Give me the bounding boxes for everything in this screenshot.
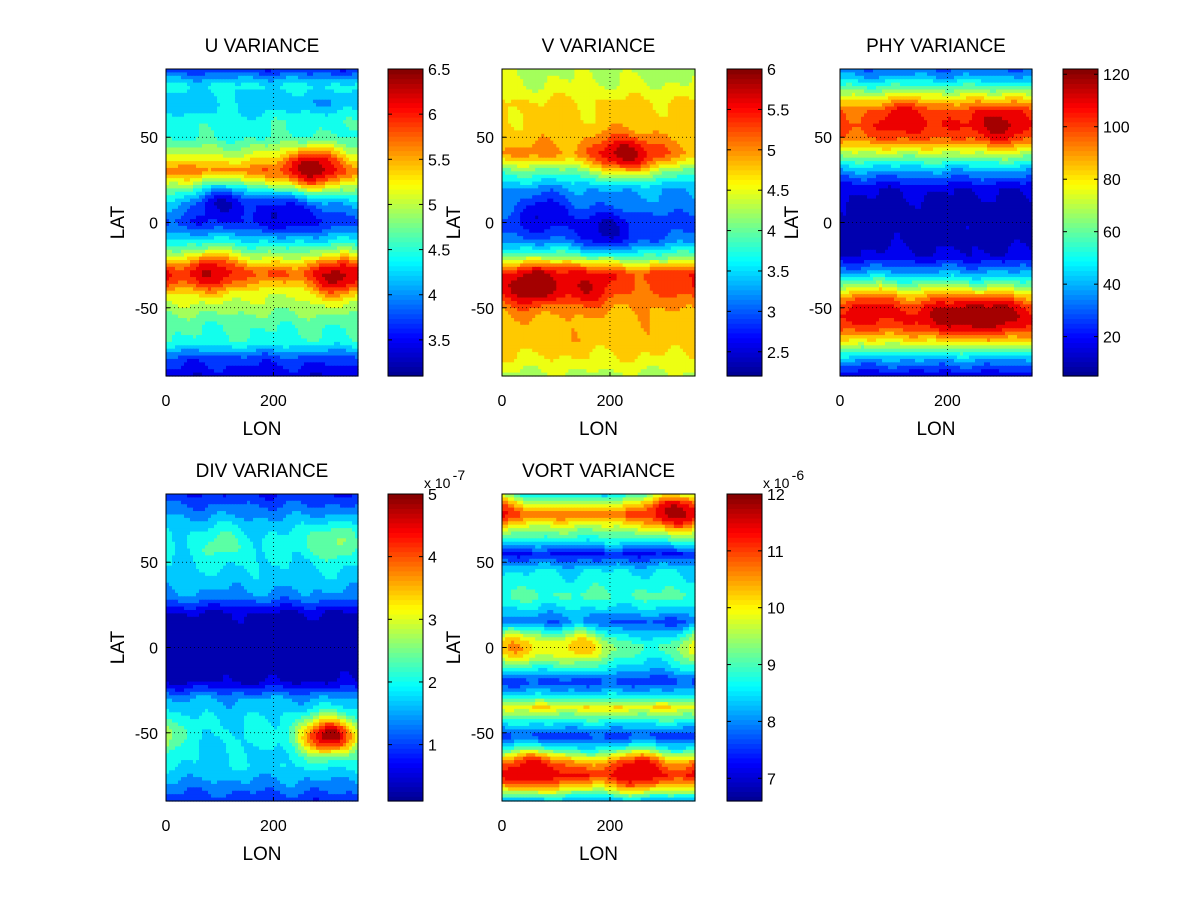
u-panel: 0 200500-50U VARIANCELONLAT3.544.555.566.… <box>108 36 450 440</box>
